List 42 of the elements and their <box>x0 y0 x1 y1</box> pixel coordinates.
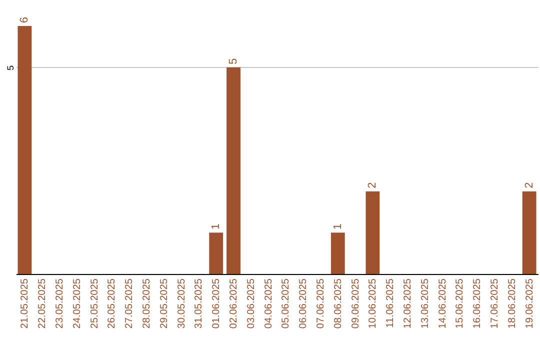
x-tick-label: 23.05.2025 <box>54 278 66 329</box>
x-tick-label: 03.06.2025 <box>246 278 257 329</box>
x-tick-label: 13.06.2025 <box>420 278 431 329</box>
data-label: 2 <box>523 182 536 188</box>
bar <box>226 67 240 274</box>
bar <box>522 191 536 274</box>
x-tick-label: 27.05.2025 <box>124 278 136 329</box>
bar <box>18 26 32 274</box>
x-tick-label: 30.05.2025 <box>176 278 188 329</box>
x-tick-label: 28.05.2025 <box>142 278 152 329</box>
x-tick-label: 16.06.2025 <box>472 278 484 329</box>
data-label: 1 <box>210 224 222 230</box>
x-tick-label: 07.06.2025 <box>316 278 326 329</box>
x-tick-label: 18.06.2025 <box>506 278 518 329</box>
data-label: 1 <box>332 224 344 230</box>
x-tick-label: 09.06.2025 <box>350 278 362 329</box>
x-tick-label: 26.05.2025 <box>106 278 118 329</box>
x-tick-label: 04.06.2025 <box>263 278 274 329</box>
data-label: 2 <box>366 182 379 188</box>
x-tick-label: 15.06.2025 <box>454 278 466 329</box>
bar <box>209 232 224 274</box>
x-tick-label: 06.06.2025 <box>298 278 310 329</box>
x-tick-label: 31.05.2025 <box>194 278 205 329</box>
x-tick-label: 21.05.2025 <box>20 278 31 329</box>
x-tick-label: 29.05.2025 <box>158 278 170 329</box>
x-tick-label: 17.06.2025 <box>490 278 500 329</box>
x-tick-label: 08.06.2025 <box>332 278 344 329</box>
x-tick-label: 10.06.2025 <box>368 278 379 329</box>
x-tick-label: 25.05.2025 <box>89 278 100 329</box>
x-tick-label: 05.06.2025 <box>280 278 292 329</box>
x-tick-label: 02.06.2025 <box>228 278 240 329</box>
x-tick-label: 19.06.2025 <box>524 278 536 329</box>
data-label: 6 <box>18 16 31 23</box>
x-tick-label: 22.05.2025 <box>37 278 48 329</box>
bar <box>366 191 380 274</box>
x-tick-label: 01.06.2025 <box>211 278 222 329</box>
x-tick-label: 12.06.2025 <box>402 278 414 329</box>
x-tick-label: 24.05.2025 <box>72 278 83 329</box>
data-label: 5 <box>228 58 240 64</box>
x-tick-label: 14.06.2025 <box>437 278 448 329</box>
x-tick-label: 11.06.2025 <box>385 278 396 328</box>
bar <box>330 232 345 274</box>
